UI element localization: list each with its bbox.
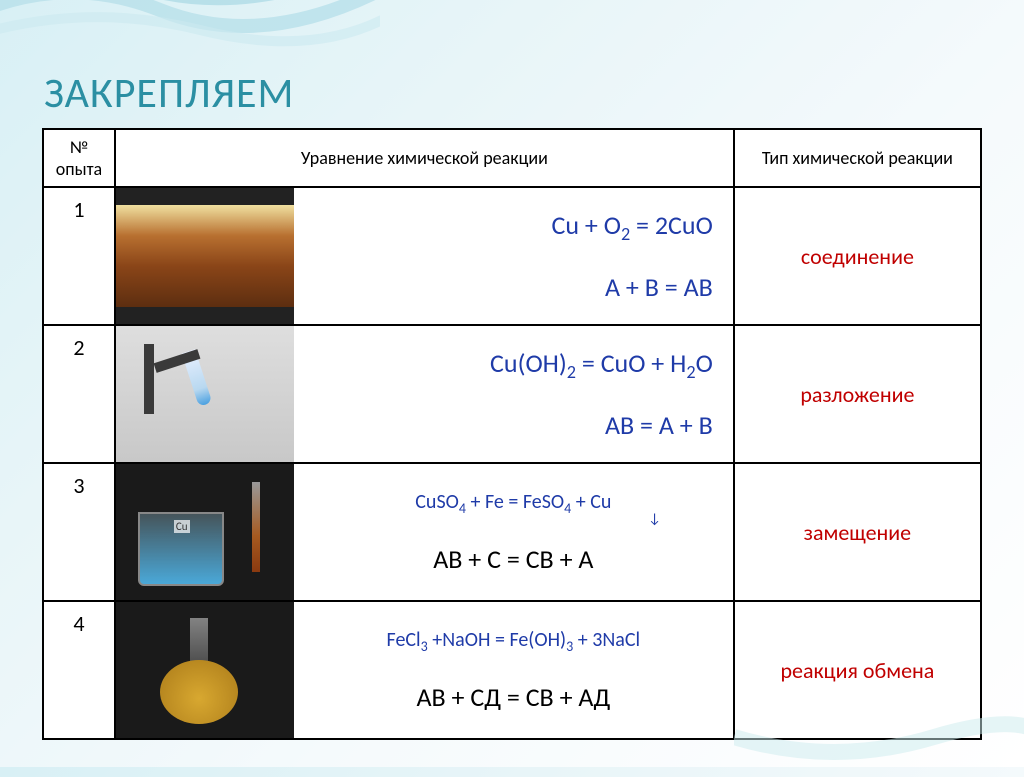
table-row: 1 Cu + O2 = 2CuO A + B = AB соединение (43, 187, 981, 325)
reaction-type: разложение (734, 325, 981, 463)
chemical-formula: FeCl3 +NaOH = Fe(OH)3 + 3NaCl (387, 628, 641, 655)
down-arrow-icon: ↓ (648, 510, 661, 527)
experiment-image-exchange (116, 602, 294, 738)
equation-cell: FeCl3 +NaOH = Fe(OH)3 + 3NaCl AB + СД = … (115, 601, 734, 739)
chemical-formula: Cu(OH)2 = CuO + H2O (490, 347, 713, 383)
table-row: 3 Cu CuSO4 + Fe = FeSO4 + Cu AB + (43, 463, 981, 601)
reaction-type: замещение (734, 463, 981, 601)
general-scheme: AB + СД = CB + АД (416, 681, 610, 713)
experiment-number: 2 (43, 325, 115, 463)
header-equation: Уравнение химической реакции (115, 129, 734, 187)
equation-cell: Cu CuSO4 + Fe = FeSO4 + Cu AB + C = CB +… (115, 463, 734, 601)
chemical-formula: CuSO4 + Fe = FeSO4 + Cu (415, 490, 611, 517)
experiment-number: 1 (43, 187, 115, 325)
reactions-table: № опыта Уравнение химической реакции Тип… (42, 128, 982, 740)
slide-title: ЗАКРЕПЛЯЕМ (44, 68, 294, 119)
experiment-number: 3 (43, 463, 115, 601)
general-scheme: AB + C = CB + A (433, 543, 593, 575)
experiment-image-substitution: Cu (116, 464, 294, 600)
experiment-image-copper-oxidation (116, 188, 294, 324)
experiment-image-decomposition (116, 326, 294, 462)
general-scheme: A + B = AB (605, 271, 713, 303)
cu-label: Cu (174, 520, 190, 533)
reaction-type: реакция обмена (734, 601, 981, 739)
reaction-type: соединение (734, 187, 981, 325)
table-row: 2 Cu(OH)2 = CuO + H2O AB = A + B разложе… (43, 325, 981, 463)
chemical-formula: Cu + O2 = 2CuO (551, 209, 712, 245)
experiment-number: 4 (43, 601, 115, 739)
equation-cell: Cu(OH)2 = CuO + H2O AB = A + B (115, 325, 734, 463)
general-scheme: AB = A + B (605, 409, 713, 441)
table-row: 4 FeCl3 +NaOH = Fe(OH)3 + 3NaCl AB + СД … (43, 601, 981, 739)
header-experiment-number: № опыта (43, 129, 115, 187)
equation-cell: Cu + O2 = 2CuO A + B = AB (115, 187, 734, 325)
header-reaction-type: Тип химической реакции (734, 129, 981, 187)
